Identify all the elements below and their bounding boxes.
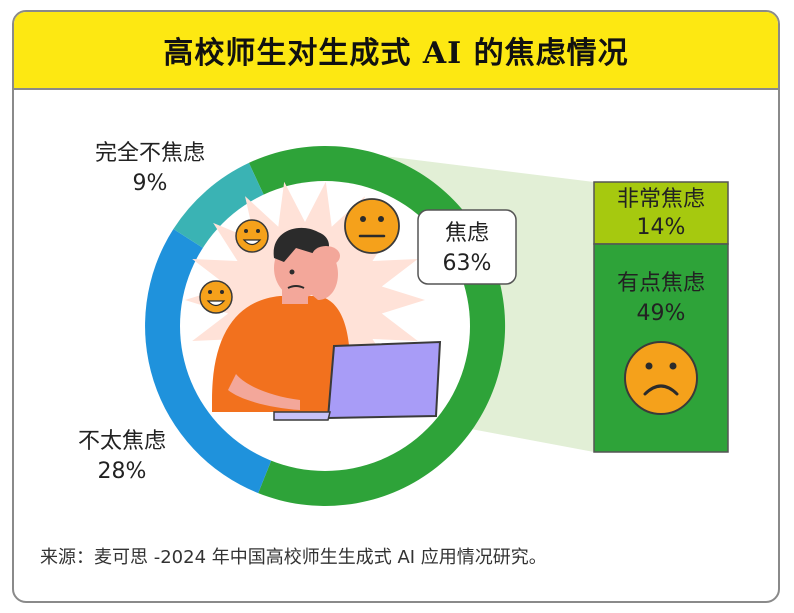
breakdown-bar-very-anxious — [593, 181, 729, 245]
breakdown-value-somewhat-anxious: 49% — [637, 301, 686, 326]
slice-label-not-very-anxious: 不太焦虑 — [78, 429, 166, 454]
smile-emoji-icon — [199, 280, 233, 314]
chart-header: 高校师生对生成式 AI 的焦虑情况 — [14, 12, 778, 90]
source-note: 来源：麦可思 -2024 年中国高校师生生成式 AI 应用情况研究。 — [40, 547, 547, 568]
chart-title: 高校师生对生成式 AI 的焦虑情况 — [163, 36, 629, 71]
breakdown-value-very-anxious: 14% — [637, 215, 686, 240]
anxious-callout-box — [417, 209, 517, 285]
slice-value-anxious: 63% — [443, 251, 492, 276]
neutral-emoji-icon — [344, 198, 400, 254]
breakdown-label-somewhat-anxious: 有点焦虑 — [617, 271, 705, 296]
slice-value-not-anxious-at-all: 9% — [133, 171, 168, 196]
slice-value-not-very-anxious: 28% — [98, 459, 147, 484]
smile-emoji-icon — [235, 219, 269, 253]
breakdown-label-very-anxious: 非常焦虑 — [617, 187, 705, 212]
slice-label-not-anxious-at-all: 完全不焦虑 — [95, 141, 205, 166]
frown-emoji-icon — [624, 341, 698, 415]
stressed-person-illustration — [212, 227, 442, 421]
slice-label-anxious: 焦虑 — [445, 221, 489, 246]
